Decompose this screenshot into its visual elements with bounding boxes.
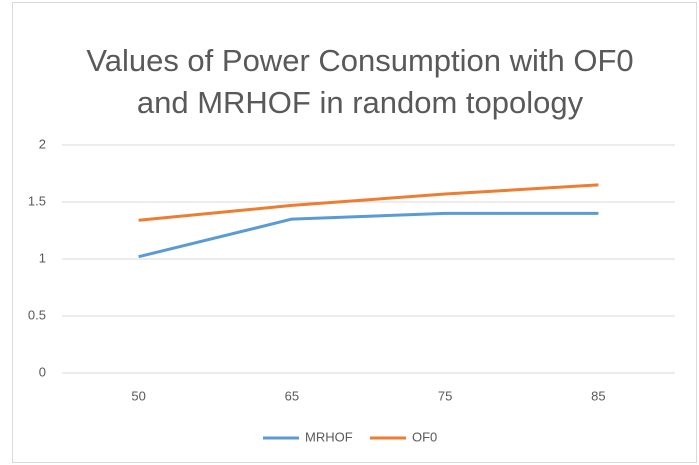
legend-label: MRHOF	[305, 429, 353, 444]
chart-title: Values of Power Consumption with OF0 and…	[86, 43, 634, 120]
y-tick-label: 1	[39, 250, 46, 265]
legend-label: OF0	[412, 429, 437, 444]
y-tick-label: 0	[39, 364, 46, 379]
y-tick-label: 2	[39, 136, 46, 151]
chart-border	[12, 2, 697, 463]
x-tick-label: 65	[285, 388, 299, 403]
y-tick-label: 0.5	[28, 307, 46, 322]
series-line	[138, 211, 599, 259]
y-tick-label: 1.5	[28, 193, 46, 208]
x-tick-label: 75	[438, 388, 452, 403]
x-tick-label: 50	[131, 388, 145, 403]
series-line	[138, 183, 599, 222]
x-tick-label: 85	[591, 388, 605, 403]
